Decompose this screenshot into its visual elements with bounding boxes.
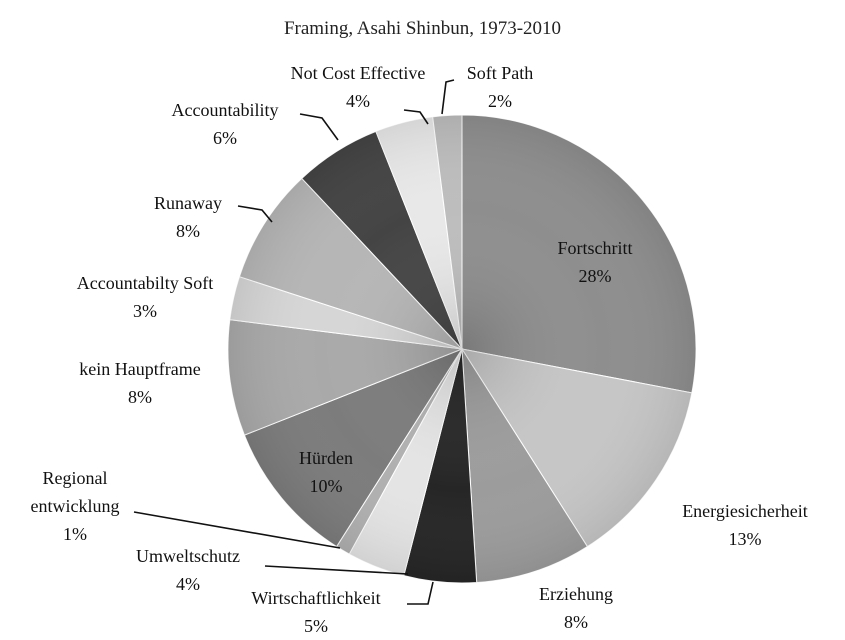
value-label: 3% bbox=[132, 301, 157, 321]
slice-label: Regional entwicklung 1% bbox=[20, 464, 130, 548]
slice-label: Accountability 6% bbox=[172, 96, 279, 152]
chart-title: Framing, Asahi Shinbun, 1973-2010 bbox=[283, 18, 562, 39]
category-name: Fortschritt bbox=[557, 238, 633, 258]
leader-line bbox=[299, 113, 339, 141]
leader-line bbox=[407, 581, 434, 605]
category-name: kein Hauptframe bbox=[79, 359, 201, 379]
category-name: Wirtschaftlichkeit bbox=[251, 588, 381, 608]
leader-line bbox=[441, 79, 455, 115]
category-name: Accountabilty Soft bbox=[76, 273, 214, 293]
category-name: Umweltschutz bbox=[136, 546, 240, 566]
slice-label: Hürden 10% bbox=[299, 444, 353, 500]
category-name: Regional entwicklung bbox=[30, 468, 120, 516]
category-name: Runaway bbox=[154, 193, 222, 213]
slice-label: Not Cost Effective 4% bbox=[291, 59, 426, 115]
value-label: 5% bbox=[303, 616, 328, 636]
value-label: 2% bbox=[487, 91, 512, 111]
slice-label: Fortschritt 28% bbox=[558, 234, 633, 290]
leader-line bbox=[264, 565, 409, 575]
slice-label: kein Hauptframe 8% bbox=[79, 355, 200, 411]
category-name: Accountability bbox=[171, 100, 279, 120]
value-label: 4% bbox=[175, 574, 200, 594]
value-label: 4% bbox=[345, 91, 370, 111]
slice-label: Umweltschutz 4% bbox=[136, 542, 240, 598]
leader-line bbox=[237, 205, 273, 223]
value-label: 1% bbox=[63, 524, 87, 544]
value-label: 8% bbox=[175, 221, 200, 241]
slice-label: Energiesicherheit 13% bbox=[682, 497, 808, 553]
category-name: Energiesicherheit bbox=[682, 501, 808, 521]
slice-label: Soft Path 2% bbox=[467, 59, 534, 115]
value-label: 8% bbox=[127, 387, 152, 407]
category-name: Not Cost Effective bbox=[290, 63, 426, 83]
value-label: 10% bbox=[309, 476, 343, 496]
value-label: 28% bbox=[578, 266, 612, 286]
leader-line bbox=[133, 511, 341, 549]
value-label: 13% bbox=[728, 529, 762, 549]
value-label: 6% bbox=[212, 128, 237, 148]
value-label: 8% bbox=[564, 612, 588, 632]
leader-line bbox=[403, 109, 429, 125]
category-name: Erziehung bbox=[539, 584, 613, 604]
slice-label: Runaway 8% bbox=[154, 189, 222, 245]
category-name: Hürden bbox=[299, 448, 353, 468]
category-name: Soft Path bbox=[466, 63, 534, 83]
slice-label: Wirtschaftlichkeit 5% bbox=[251, 584, 380, 640]
slice-label: Accountabilty Soft 3% bbox=[77, 269, 213, 325]
slice-label: Erziehung 8% bbox=[539, 580, 613, 636]
